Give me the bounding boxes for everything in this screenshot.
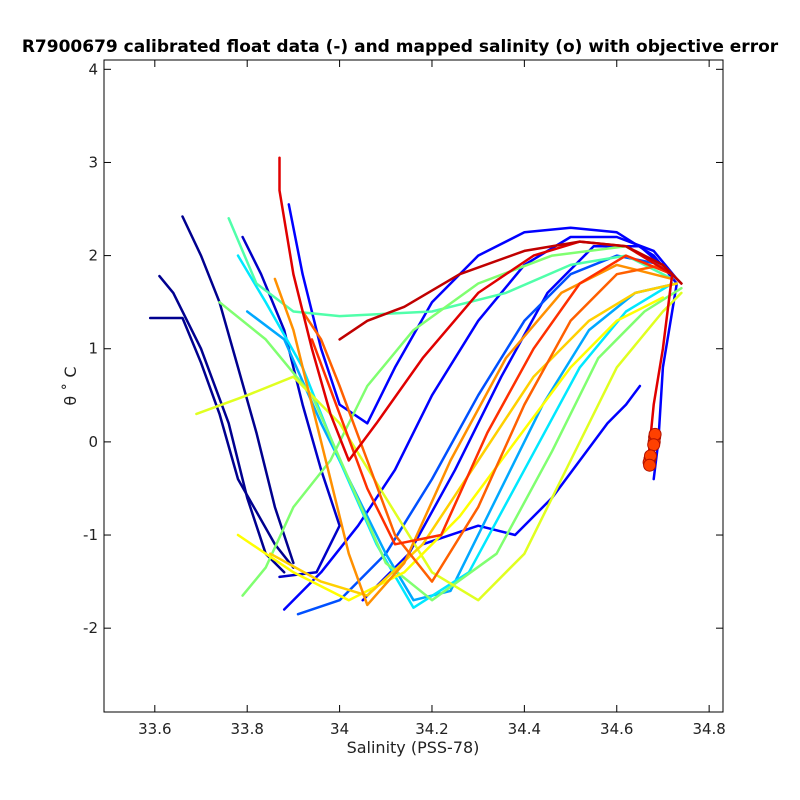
series-line-20	[310, 254, 674, 546]
x-tick-label: 34.8	[692, 720, 725, 738]
x-tick-label: 34.6	[600, 720, 633, 738]
x-axis-label: Salinity (PSS-78)	[347, 738, 480, 757]
series-line-14	[241, 245, 674, 597]
series-line-22	[338, 240, 683, 341]
series-line-4	[241, 235, 341, 579]
x-tick-label: 33.6	[138, 720, 171, 738]
mapped-salinity-markers	[642, 427, 662, 472]
series-line-12	[227, 217, 674, 318]
series-line-15	[195, 291, 683, 602]
x-tick-label: 33.8	[230, 720, 263, 738]
series-line-11	[236, 254, 674, 609]
y-tick-label: -1	[83, 526, 98, 544]
mapped-point-4	[647, 438, 661, 452]
y-tick-label: 4	[88, 60, 98, 78]
series-line-19	[301, 263, 683, 583]
x-tick-label: 34.2	[415, 720, 448, 738]
y-tick-label: 0	[88, 433, 98, 451]
series-line-16	[236, 296, 665, 602]
series-line-5	[287, 203, 679, 481]
chart-title: R7900679 calibrated float data (-) and m…	[22, 37, 779, 57]
series-line-1	[148, 316, 295, 569]
y-tick-label: -2	[83, 619, 98, 637]
series-line-21	[278, 156, 674, 462]
y-axis-label: θ ˚ C	[61, 366, 80, 405]
series-line-13	[218, 286, 683, 602]
series-line-17	[269, 282, 679, 597]
series-line-8	[421, 384, 642, 546]
series-line-18	[273, 263, 674, 607]
y-tick-label: 2	[88, 247, 98, 265]
axes-box	[103, 59, 724, 713]
series-lines	[148, 156, 683, 616]
mapped-point-8	[643, 458, 657, 472]
series-line-3	[181, 215, 295, 565]
x-tick-label: 34	[330, 720, 349, 738]
y-tick-label: 3	[88, 153, 98, 171]
x-tick-label: 34.4	[508, 720, 541, 738]
y-tick-label: 1	[88, 340, 98, 358]
